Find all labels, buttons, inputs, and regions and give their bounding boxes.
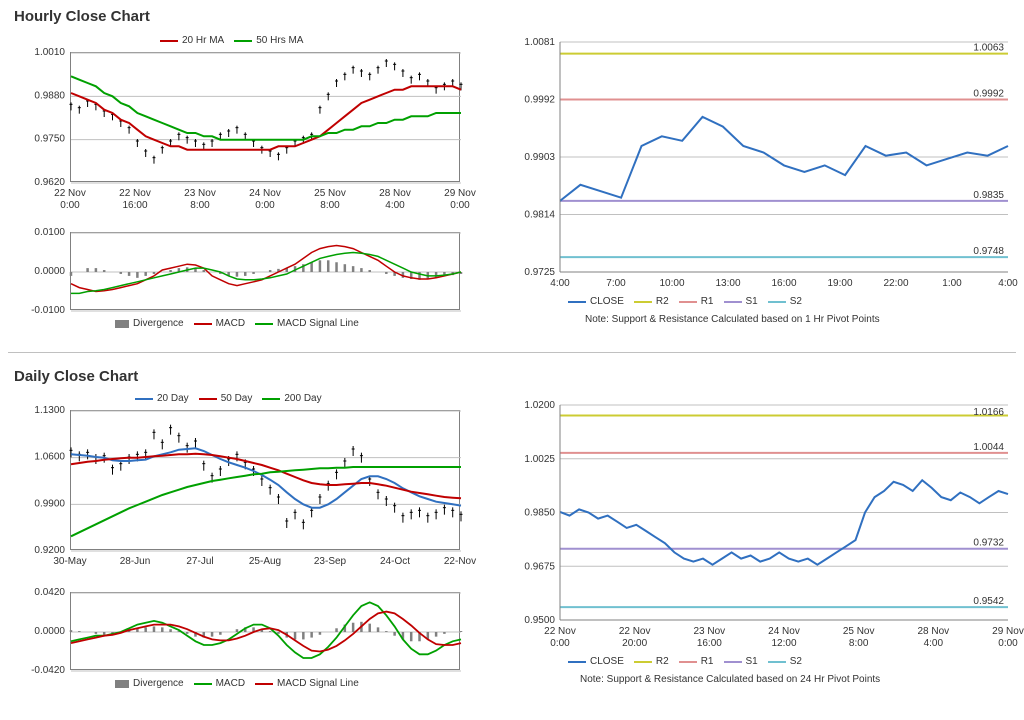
svg-text:20:00: 20:00 (622, 638, 647, 649)
svg-text:12:00: 12:00 (771, 638, 796, 649)
svg-text:24 Nov: 24 Nov (768, 626, 800, 637)
svg-text:0.9675: 0.9675 (524, 561, 555, 572)
svg-text:0:00: 0:00 (998, 638, 1018, 649)
legend-label: R1 (701, 656, 714, 667)
svg-text:28 Nov: 28 Nov (917, 626, 949, 637)
svg-text:8:00: 8:00 (849, 638, 869, 649)
svg-text:22 Nov: 22 Nov (544, 626, 576, 637)
svg-text:1.0025: 1.0025 (524, 454, 555, 465)
svg-text:1.0200: 1.0200 (524, 400, 555, 411)
legend-label: CLOSE (590, 656, 624, 667)
svg-text:16:00: 16:00 (697, 638, 722, 649)
daily-sr-note: Note: Support & Resistance Calculated ba… (580, 674, 880, 685)
svg-text:0.9500: 0.9500 (524, 615, 555, 626)
legend-label: R2 (656, 656, 669, 667)
svg-text:4:00: 4:00 (924, 638, 944, 649)
daily-sr-legend: CLOSE R2 R1 S1 S2 (568, 656, 802, 667)
svg-text:0.9850: 0.9850 (524, 508, 555, 519)
legend-label: S2 (790, 656, 802, 667)
legend-label: S1 (746, 656, 758, 667)
svg-text:22 Nov: 22 Nov (619, 626, 651, 637)
svg-text:23 Nov: 23 Nov (693, 626, 725, 637)
svg-text:29 Nov: 29 Nov (992, 626, 1024, 637)
svg-text:0:00: 0:00 (550, 638, 570, 649)
svg-text:25 Nov: 25 Nov (843, 626, 875, 637)
